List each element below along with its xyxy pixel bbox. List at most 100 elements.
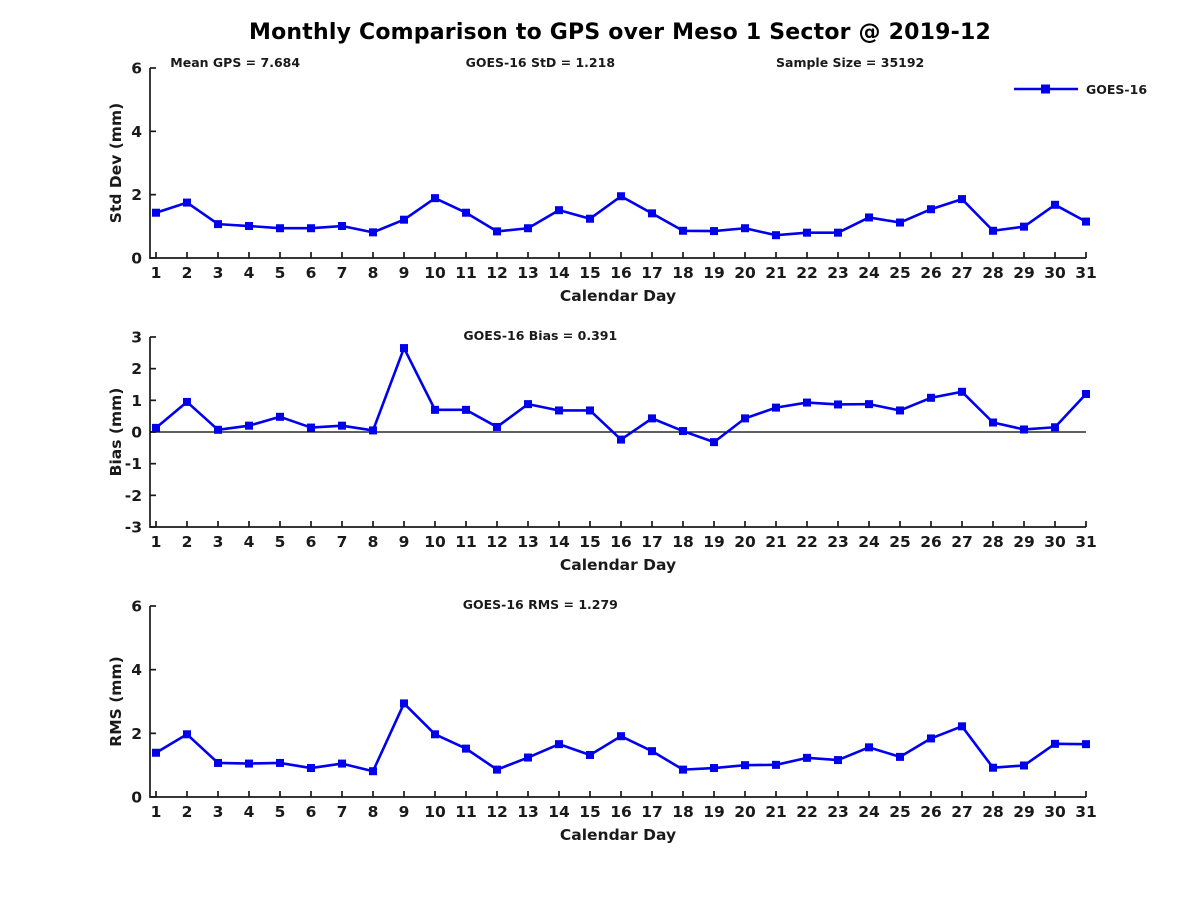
- rms-x-tick-label: 8: [368, 803, 379, 821]
- bias-data-point-marker: [1051, 423, 1059, 432]
- std-dev-annotation: Mean GPS = 7.684: [170, 55, 300, 70]
- bias-x-tick-label: 29: [1013, 533, 1035, 551]
- rms-data-point-marker: [369, 767, 377, 776]
- rms-data-point-marker: [276, 758, 284, 767]
- bias-x-tick-label: 19: [703, 533, 725, 551]
- std-dev-x-tick-label: 3: [213, 264, 224, 282]
- bias-x-tick-label: 25: [889, 533, 911, 551]
- bias-data-point-marker: [710, 438, 718, 447]
- rms-data-point-marker: [772, 760, 780, 769]
- rms-x-tick-label: 7: [337, 803, 348, 821]
- rms-x-tick-label: 28: [982, 803, 1004, 821]
- bias-data-point-marker: [741, 414, 749, 423]
- std-dev-data-point-marker: [648, 209, 656, 218]
- bias-data-point-marker: [183, 397, 191, 406]
- legend-line-marker-icon: [1014, 84, 1078, 94]
- rms-axes: [149, 606, 1086, 798]
- rms-x-tick-label: 20: [734, 803, 756, 821]
- rms-x-tick-label: 6: [306, 803, 317, 821]
- rms-x-tick-label: 12: [486, 803, 508, 821]
- std-dev-x-tick-label: 26: [920, 264, 942, 282]
- rms-x-tick-label: 9: [399, 803, 410, 821]
- std-dev-data-point-marker: [214, 220, 222, 229]
- bias-x-tick-label: 13: [517, 533, 539, 551]
- rms-x-tick-label: 24: [858, 803, 880, 821]
- rms-data-point-marker: [710, 764, 718, 773]
- std-dev-x-tick-label: 23: [827, 264, 849, 282]
- bias-data-point-marker: [617, 435, 625, 444]
- std-dev-data-point-marker: [803, 228, 811, 237]
- bias-x-tick-label: 23: [827, 533, 849, 551]
- bias-x-tick-label: 4: [244, 533, 255, 551]
- bias-data-point-marker: [865, 400, 873, 409]
- bias-x-axis-title: Calendar Day: [560, 556, 676, 574]
- rms-x-tick-label: 23: [827, 803, 849, 821]
- rms-x-tick-label: 30: [1044, 803, 1066, 821]
- rms-x-tick-label: 27: [951, 803, 973, 821]
- rms-x-tick-label: 5: [275, 803, 286, 821]
- bias-data-point-marker: [648, 414, 656, 423]
- rms-data-point-marker: [338, 759, 346, 768]
- bias-data-point-marker: [338, 421, 346, 430]
- std-dev-x-tick-label: 13: [517, 264, 539, 282]
- std-dev-x-tick-label: 4: [244, 264, 255, 282]
- bias-data-point-marker: [989, 418, 997, 427]
- std-dev-x-tick-label: 19: [703, 264, 725, 282]
- bias-x-tick-label: 22: [796, 533, 818, 551]
- bias-data-point-marker: [431, 405, 439, 414]
- rms-data-point-marker: [741, 761, 749, 770]
- rms-x-tick-label: 10: [424, 803, 446, 821]
- bias-x-tick-label: 16: [610, 533, 632, 551]
- std-dev-data-point-marker: [958, 195, 966, 204]
- bias-y-tick-label: 2: [131, 360, 142, 378]
- rms-x-tick-label: 19: [703, 803, 725, 821]
- bias-x-tick-label: 5: [275, 533, 286, 551]
- bias-data-point-marker: [1082, 390, 1090, 398]
- bias-x-tick-label: 9: [399, 533, 410, 551]
- std-dev-x-tick-label: 28: [982, 264, 1004, 282]
- rms-x-tick-label: 18: [672, 803, 694, 821]
- std-dev-data-point-marker: [834, 228, 842, 237]
- rms-x-tick-label: 14: [548, 803, 570, 821]
- rms-x-tick-label: 13: [517, 803, 539, 821]
- std-dev-x-tick-label: 7: [337, 264, 348, 282]
- rms-data-point-marker: [1082, 740, 1090, 749]
- bias-data-point-marker: [152, 423, 160, 432]
- bias-data-point-marker: [369, 426, 377, 435]
- std-dev-x-tick-label: 18: [672, 264, 694, 282]
- std-dev-x-axis-title: Calendar Day: [560, 287, 676, 305]
- bias-x-tick-label: 2: [182, 533, 193, 551]
- bias-x-tick-label: 6: [306, 533, 317, 551]
- bias-x-tick-label: 7: [337, 533, 348, 551]
- rms-x-tick-label: 1: [151, 803, 162, 821]
- bias-x-tick-label: 15: [579, 533, 601, 551]
- rms-data-point-marker: [958, 722, 966, 731]
- bias-data-point-marker: [586, 406, 594, 415]
- std-dev-data-point-marker: [896, 218, 904, 227]
- std-dev-x-tick-label: 6: [306, 264, 317, 282]
- std-dev-x-tick-label: 1: [151, 264, 162, 282]
- std-dev-y-tick-label: 6: [131, 60, 142, 78]
- std-dev-data-point-marker: [369, 228, 377, 237]
- rms-data-point-marker: [245, 759, 253, 768]
- rms-data-point-marker: [462, 744, 470, 753]
- std-dev-data-point-marker: [245, 222, 253, 231]
- rms-y-axis-title: RMS (mm): [107, 656, 125, 746]
- std-dev-x-tick-label: 17: [641, 264, 663, 282]
- bias-x-tick-label: 18: [672, 533, 694, 551]
- std-dev-data-point-marker: [524, 224, 532, 233]
- rms-x-tick-label: 25: [889, 803, 911, 821]
- rms-data-point-marker: [586, 750, 594, 759]
- bias-data-point-marker: [1020, 425, 1028, 434]
- rms-data-point-marker: [834, 756, 842, 765]
- rms-y-tick-label: 6: [131, 598, 142, 616]
- bias-y-tick-label: 0: [131, 424, 142, 442]
- std-dev-x-tick-label: 27: [951, 264, 973, 282]
- std-dev-x-tick-label: 9: [399, 264, 410, 282]
- std-dev-data-point-marker: [431, 194, 439, 203]
- std-dev-x-tick-label: 15: [579, 264, 601, 282]
- std-dev-data-point-marker: [865, 213, 873, 222]
- rms-y-tick-label: 4: [131, 661, 142, 679]
- bias-x-tick-label: 11: [455, 533, 477, 551]
